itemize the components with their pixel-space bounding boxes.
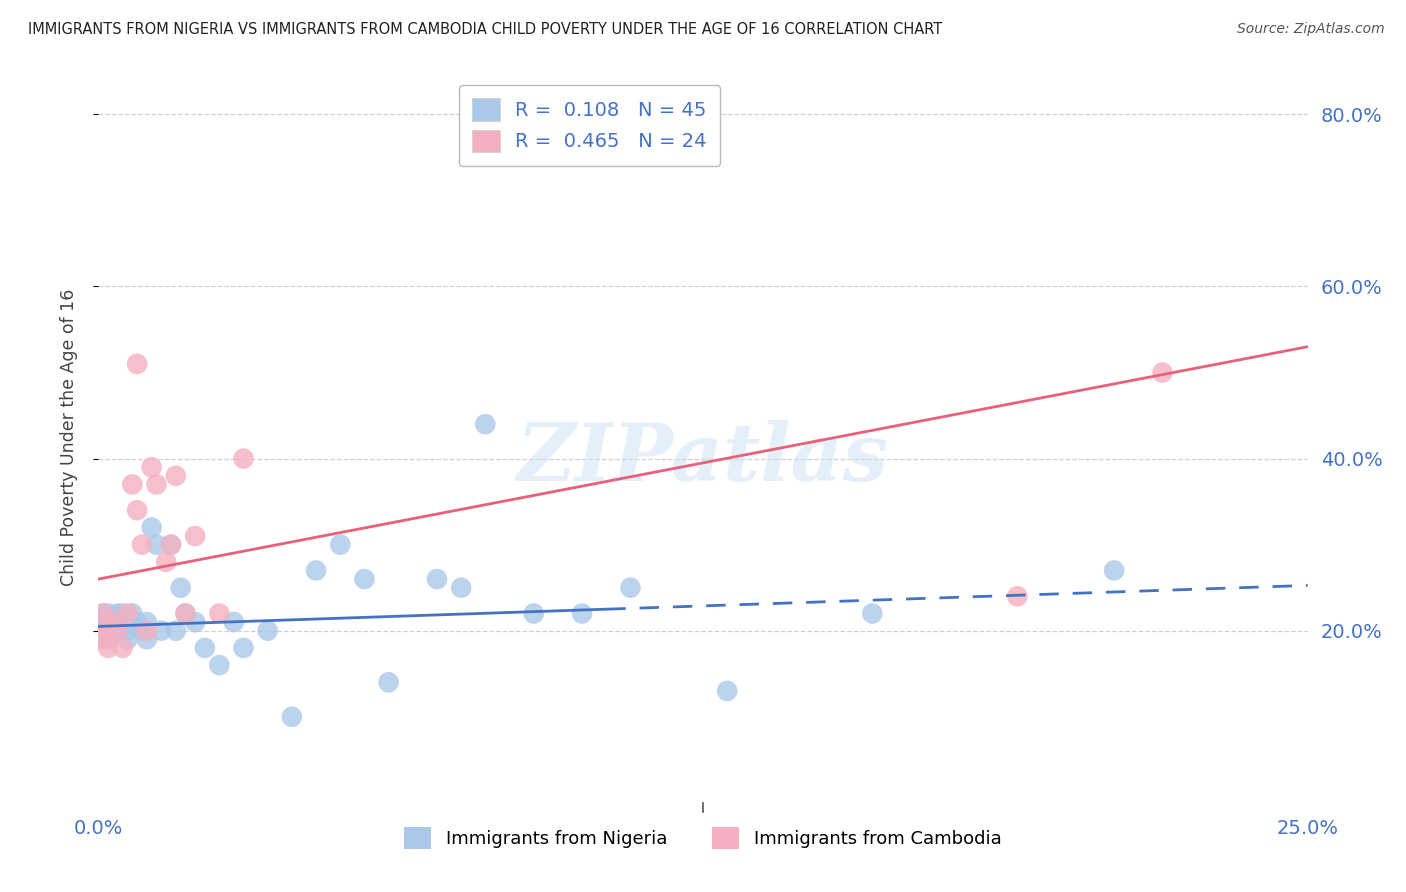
Point [97, 640, 120, 655]
Point [131, 624, 153, 638]
Point [107, 624, 129, 638]
Point [150, 624, 173, 638]
Point [141, 460, 163, 475]
Text: Source: ZipAtlas.com: Source: ZipAtlas.com [1237, 22, 1385, 37]
Point [619, 581, 641, 595]
Point [121, 477, 143, 491]
Point [91, 607, 114, 621]
Point [145, 538, 167, 552]
Point [117, 632, 139, 647]
Point [111, 640, 134, 655]
Point [111, 607, 134, 621]
Point [101, 624, 124, 638]
Point [1007, 589, 1029, 603]
Point [135, 624, 157, 638]
Point [1102, 564, 1125, 578]
Point [165, 468, 187, 483]
Point [208, 607, 231, 621]
Point [571, 607, 593, 621]
Point [97, 632, 120, 647]
Point [194, 640, 217, 655]
Point [377, 675, 399, 690]
Point [101, 615, 124, 629]
Text: IMMIGRANTS FROM NIGERIA VS IMMIGRANTS FROM CAMBODIA CHILD POVERTY UNDER THE AGE : IMMIGRANTS FROM NIGERIA VS IMMIGRANTS FR… [28, 22, 942, 37]
Point [117, 607, 139, 621]
Point [716, 684, 738, 698]
Point [174, 607, 197, 621]
Point [97, 624, 120, 638]
Point [155, 555, 177, 569]
Point [474, 417, 496, 432]
Point [232, 451, 254, 466]
Point [353, 572, 375, 586]
Legend: Immigrants from Nigeria, Immigrants from Cambodia: Immigrants from Nigeria, Immigrants from… [396, 820, 1010, 856]
Point [222, 615, 245, 629]
Point [145, 477, 167, 491]
Point [450, 581, 472, 595]
Point [107, 624, 129, 638]
Point [1152, 366, 1174, 380]
Point [107, 607, 129, 621]
Point [160, 538, 183, 552]
Point [141, 520, 163, 534]
Point [860, 607, 883, 621]
Point [131, 538, 153, 552]
Point [117, 624, 139, 638]
Point [256, 624, 278, 638]
Point [91, 607, 114, 621]
Point [121, 607, 143, 621]
Point [91, 632, 114, 647]
Point [127, 615, 149, 629]
Point [135, 632, 157, 647]
Point [165, 624, 187, 638]
Point [135, 615, 157, 629]
Point [281, 710, 304, 724]
Point [169, 581, 191, 595]
Point [184, 615, 207, 629]
Point [91, 615, 114, 629]
Point [91, 624, 114, 638]
Text: ZIPatlas: ZIPatlas [517, 420, 889, 498]
Point [523, 607, 546, 621]
Point [160, 538, 183, 552]
Point [208, 658, 231, 673]
Point [184, 529, 207, 543]
Y-axis label: Child Poverty Under the Age of 16: Child Poverty Under the Age of 16 [59, 288, 77, 586]
Point [426, 572, 449, 586]
Point [127, 503, 149, 517]
Point [232, 640, 254, 655]
Point [101, 615, 124, 629]
Point [329, 538, 352, 552]
Point [111, 615, 134, 629]
Point [305, 564, 328, 578]
Point [174, 607, 197, 621]
Point [127, 357, 149, 371]
Point [97, 607, 120, 621]
